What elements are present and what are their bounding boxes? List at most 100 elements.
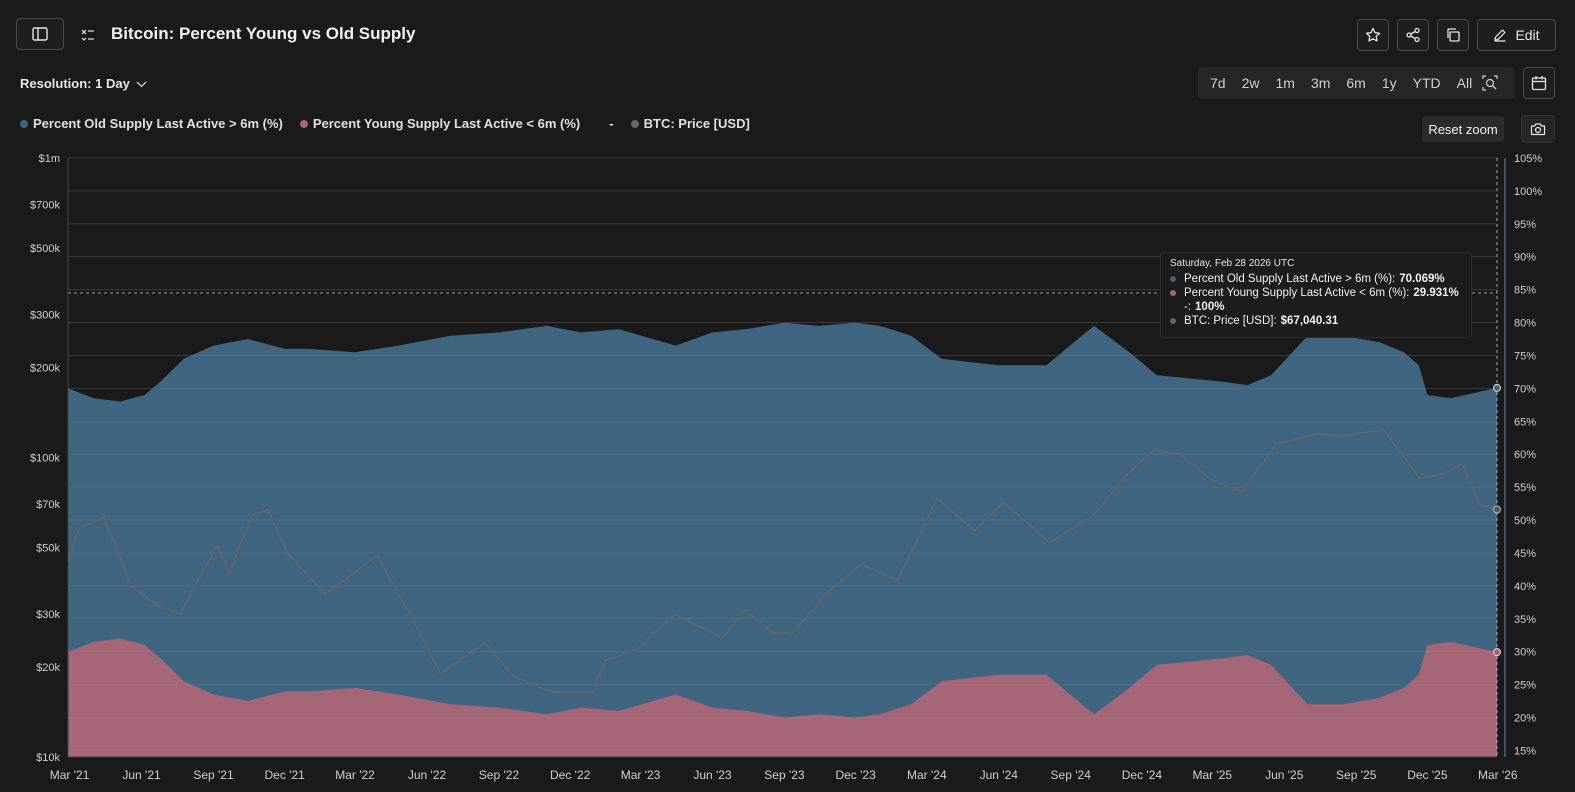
y-right-tick-label: 25% [1514, 680, 1536, 692]
share-button[interactable] [1397, 19, 1429, 51]
metric-list-button[interactable] [80, 27, 96, 43]
zoom-select-button[interactable] [1482, 75, 1498, 91]
x-tick-label: Dec '21 [265, 768, 306, 782]
tooltip-value-old: 70.069% [1399, 273, 1445, 285]
y-left-tick-label: $70k [36, 499, 60, 511]
range-ytd[interactable]: YTD [1412, 75, 1441, 91]
camera-icon [1530, 123, 1546, 136]
duplicate-button[interactable] [1437, 19, 1469, 51]
tooltip-label-young: Percent Young Supply Last Active < 6m (%… [1184, 287, 1410, 299]
tooltip-dot-young [1170, 290, 1176, 296]
tooltip-label-reference: -: [1184, 301, 1192, 313]
chevron-down-icon [136, 81, 147, 87]
legend-item-young-supply[interactable]: Percent Young Supply Last Active < 6m (%… [299, 116, 581, 131]
area-young-supply [68, 638, 1497, 757]
y-right-tick-label: 55% [1514, 482, 1536, 494]
x-tick-label: Sep '24 [1051, 768, 1092, 782]
y-right-tick-label: 40% [1514, 581, 1536, 593]
x-tick-label: Dec '23 [835, 768, 876, 782]
legend-dot-price [630, 119, 639, 128]
y-right-tick-label: 60% [1514, 449, 1536, 461]
tooltip-row-young: Percent Young Supply Last Active < 6m (%… [1170, 286, 1462, 300]
tooltip-dot-old [1170, 276, 1176, 282]
y-right-tick-label: 35% [1514, 614, 1536, 626]
x-tick-label: Sep '21 [193, 768, 234, 782]
list-toggle-icon [81, 29, 94, 41]
range-all[interactable]: All [1456, 75, 1473, 91]
edit-button[interactable]: Edit [1477, 19, 1556, 51]
legend-item-price[interactable]: BTC: Price [USD] [630, 116, 750, 131]
range-3m[interactable]: 3m [1310, 75, 1331, 91]
tooltip-value-young: 29.931% [1413, 287, 1459, 299]
tooltip-value-price: $67,040.31 [1280, 315, 1339, 327]
star-icon [1365, 27, 1381, 42]
y-right-tick-label: 15% [1514, 745, 1536, 757]
y-left-tick-label: $700k [30, 199, 60, 211]
y-right-tick-label: 90% [1514, 252, 1536, 264]
range-7d[interactable]: 7d [1210, 75, 1226, 91]
page-title: Bitcoin: Percent Young vs Old Supply [111, 24, 416, 43]
x-tick-label: Mar '24 [907, 768, 947, 782]
legend-item-reference[interactable]: - [609, 116, 613, 131]
x-tick-label: Mar '21 [50, 768, 90, 782]
sidebar-toggle-button[interactable] [16, 18, 64, 50]
x-tick-label: Sep '25 [1336, 768, 1377, 782]
reset-zoom-button[interactable]: Reset zoom [1422, 116, 1504, 142]
legend-label-reference: - [609, 116, 614, 131]
x-tick-label: Sep '22 [479, 768, 520, 782]
y-left-tick-label: $50k [36, 543, 60, 555]
favorite-button[interactable] [1357, 19, 1389, 51]
point-young-last [1493, 648, 1501, 657]
x-tick-label: Jun '22 [408, 768, 447, 782]
y-right-tick-label: 20% [1514, 713, 1536, 725]
sidebar-icon [32, 27, 48, 41]
y-right-tick-label: 75% [1514, 350, 1536, 362]
y-right-tick-label: 65% [1514, 416, 1536, 428]
resolution-select[interactable]: Resolution: 1 Day [20, 76, 147, 91]
range-6m[interactable]: 6m [1346, 75, 1366, 91]
x-tick-label: Dec '24 [1122, 768, 1163, 782]
legend-dot-young [299, 119, 308, 128]
y-right-tick-label: 100% [1514, 186, 1542, 198]
chart-legend: Percent Old Supply Last Active > 6m (%) … [20, 116, 767, 131]
x-tick-label: Sep '23 [764, 768, 805, 782]
range-1y[interactable]: 1y [1381, 75, 1397, 91]
x-tick-label: Dec '25 [1407, 768, 1448, 782]
range-1m[interactable]: 1m [1275, 75, 1295, 91]
y-left-tick-label: $500k [30, 243, 60, 255]
legend-item-old-supply[interactable]: Percent Old Supply Last Active > 6m (%) [20, 116, 283, 131]
screenshot-button[interactable] [1521, 115, 1555, 143]
x-tick-label: Mar '23 [621, 768, 661, 782]
tooltip-label-price: BTC: Price [USD]: [1184, 315, 1277, 327]
y-right-tick-label: 30% [1514, 647, 1536, 659]
legend-label-old: Percent Old Supply Last Active > 6m (%) [33, 116, 283, 131]
pencil-icon [1494, 29, 1506, 42]
x-tick-label: Jun '23 [693, 768, 732, 782]
tooltip-row-old: Percent Old Supply Last Active > 6m (%):… [1170, 272, 1462, 286]
tooltip-dot-price [1170, 318, 1176, 324]
x-tick-label: Jun '24 [980, 768, 1019, 782]
y-right-tick-label: 105% [1514, 153, 1542, 165]
calendar-icon [1531, 76, 1547, 91]
x-tick-label: Mar '22 [335, 768, 375, 782]
chart-tooltip: Saturday, Feb 28 2026 UTC Percent Old Su… [1160, 252, 1472, 338]
y-right-tick-label: 50% [1514, 515, 1536, 527]
zoom-select-icon [1482, 75, 1498, 91]
y-left-tick-label: $100k [30, 453, 60, 465]
tooltip-row-reference: -: 100% [1170, 300, 1462, 314]
legend-label-young: Percent Young Supply Last Active < 6m (%… [312, 116, 581, 131]
range-2w[interactable]: 2w [1241, 75, 1260, 91]
x-tick-label: Mar '26 [1478, 768, 1518, 782]
x-tick-label: Mar '25 [1192, 768, 1232, 782]
y-left-tick-label: $20k [36, 662, 60, 674]
calendar-button[interactable] [1523, 67, 1555, 99]
tooltip-label-old: Percent Old Supply Last Active > 6m (%): [1184, 273, 1396, 285]
legend-label-price: BTC: Price [USD] [643, 116, 750, 131]
y-right-tick-label: 85% [1514, 285, 1536, 297]
edit-label: Edit [1515, 27, 1540, 43]
y-right-tick-label: 45% [1514, 548, 1536, 560]
y-right-tick-label: 70% [1514, 383, 1536, 395]
y-right-tick-label: 80% [1514, 318, 1536, 330]
share-icon [1406, 27, 1420, 43]
y-left-tick-label: $10k [36, 752, 60, 764]
